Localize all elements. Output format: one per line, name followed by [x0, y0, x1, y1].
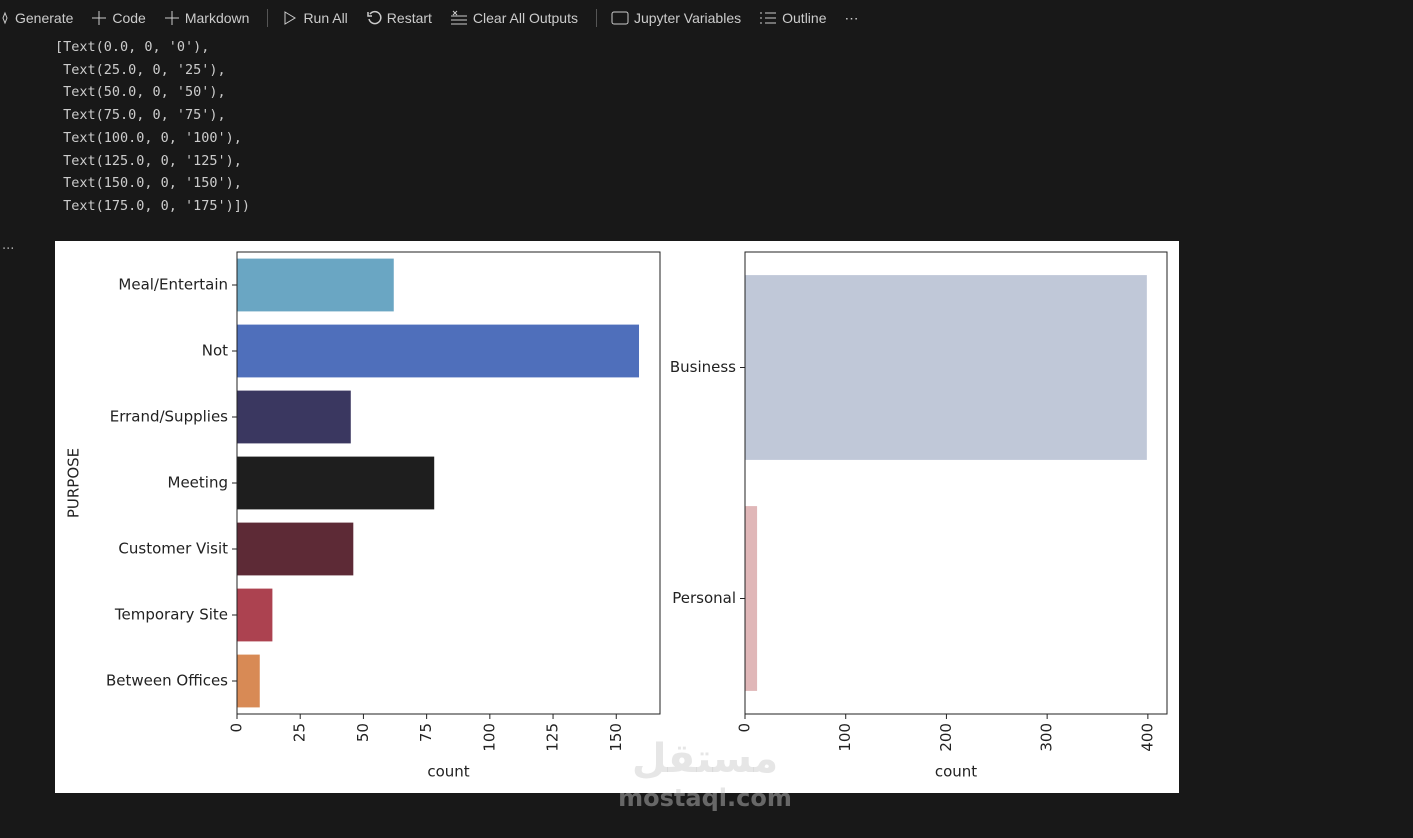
y-tick-label: Personal — [672, 589, 736, 607]
y-tick-label: Meeting — [168, 474, 228, 492]
output-line: Text(75.0, 0, '75'), — [55, 107, 226, 124]
bar — [237, 456, 435, 510]
separator — [595, 9, 597, 27]
generate-button[interactable]: Generate — [0, 10, 73, 26]
output-line: Text(25.0, 0, '25'), — [55, 61, 226, 78]
axes-frame — [744, 251, 1168, 715]
y-tick-label: Between Offices — [106, 672, 228, 690]
x-tick-label: 50 — [354, 723, 372, 742]
cell-more[interactable]: ... — [2, 238, 15, 253]
separator — [267, 9, 269, 27]
x-axis-label: count — [935, 763, 977, 781]
watermark: مستقل mostaql.com — [600, 735, 810, 813]
x-tick-label: 25 — [291, 723, 309, 742]
bar — [745, 275, 1147, 460]
code-button[interactable]: Code — [91, 10, 146, 26]
x-tick-label: 200 — [937, 723, 955, 752]
watermark-latin: mostaql.com — [618, 784, 792, 812]
axes-frame — [236, 251, 661, 715]
y-tick-label: Customer Visit — [118, 540, 228, 558]
x-tick-label: 300 — [1038, 723, 1056, 752]
bar — [745, 506, 758, 691]
x-tick-label: 0 — [228, 723, 246, 733]
x-axis-label: count — [427, 763, 469, 781]
watermark-arabic: مستقل — [631, 736, 779, 782]
variables-button[interactable]: Jupyter Variables — [611, 10, 741, 26]
label: Outline — [782, 10, 827, 26]
output-line: Text(175.0, 0, '175')]) — [55, 197, 251, 214]
bar — [237, 324, 640, 378]
toolbar: Generate Code Markdown Run All Restart C… — [0, 6, 876, 30]
x-tick-label: 75 — [417, 723, 435, 742]
markdown-button[interactable]: Markdown — [164, 10, 250, 26]
bar — [237, 258, 394, 312]
label: Clear All Outputs — [472, 10, 578, 26]
x-tick-label: 0 — [736, 723, 754, 733]
x-tick-label: 100 — [480, 723, 498, 752]
y-tick-label: Not — [202, 342, 228, 360]
y-tick-label: Meal/Entertain — [118, 276, 228, 294]
cell-output: [Text(0.0, 0, '0'), Text(25.0, 0, '25'),… — [55, 36, 250, 218]
outline-button[interactable]: Outline — [759, 10, 826, 26]
label: Markdown — [184, 10, 250, 26]
x-tick-label: 400 — [1138, 723, 1156, 752]
output-line: Text(125.0, 0, '125'), — [55, 152, 242, 169]
x-tick-label: 150 — [607, 723, 625, 752]
label: Restart — [386, 10, 432, 26]
y-axis-label: PURPOSE — [65, 448, 83, 518]
run-all-button[interactable]: Run All — [282, 10, 348, 26]
label: Generate — [15, 10, 74, 26]
bar — [237, 390, 351, 444]
y-tick-label: Temporary Site — [114, 606, 228, 624]
output-line: Text(150.0, 0, '150'), — [55, 175, 242, 192]
output-line: Text(50.0, 0, '50'), — [55, 84, 226, 101]
y-tick-label: Business — [670, 358, 736, 376]
output-line: Text(100.0, 0, '100'), — [55, 129, 242, 146]
label: Jupyter Variables — [633, 10, 742, 26]
figure: Meal/Entertain Not Errand/Supplies Meeting C… — [55, 241, 1179, 793]
restart-button[interactable]: Restart — [366, 10, 432, 26]
label: Run All — [303, 10, 348, 26]
more-button[interactable]: ⋯ — [844, 9, 859, 26]
x-tick-label: 100 — [836, 723, 854, 752]
x-tick-label: 125 — [544, 723, 562, 752]
label: Code — [112, 10, 146, 26]
clear-outputs-button[interactable]: Clear All Outputs — [450, 10, 578, 26]
bar — [237, 588, 273, 642]
bar — [237, 522, 354, 576]
output-line: [Text(0.0, 0, '0'), — [55, 39, 210, 55]
bar — [237, 654, 260, 708]
y-tick-label: Errand/Supplies — [110, 408, 228, 426]
